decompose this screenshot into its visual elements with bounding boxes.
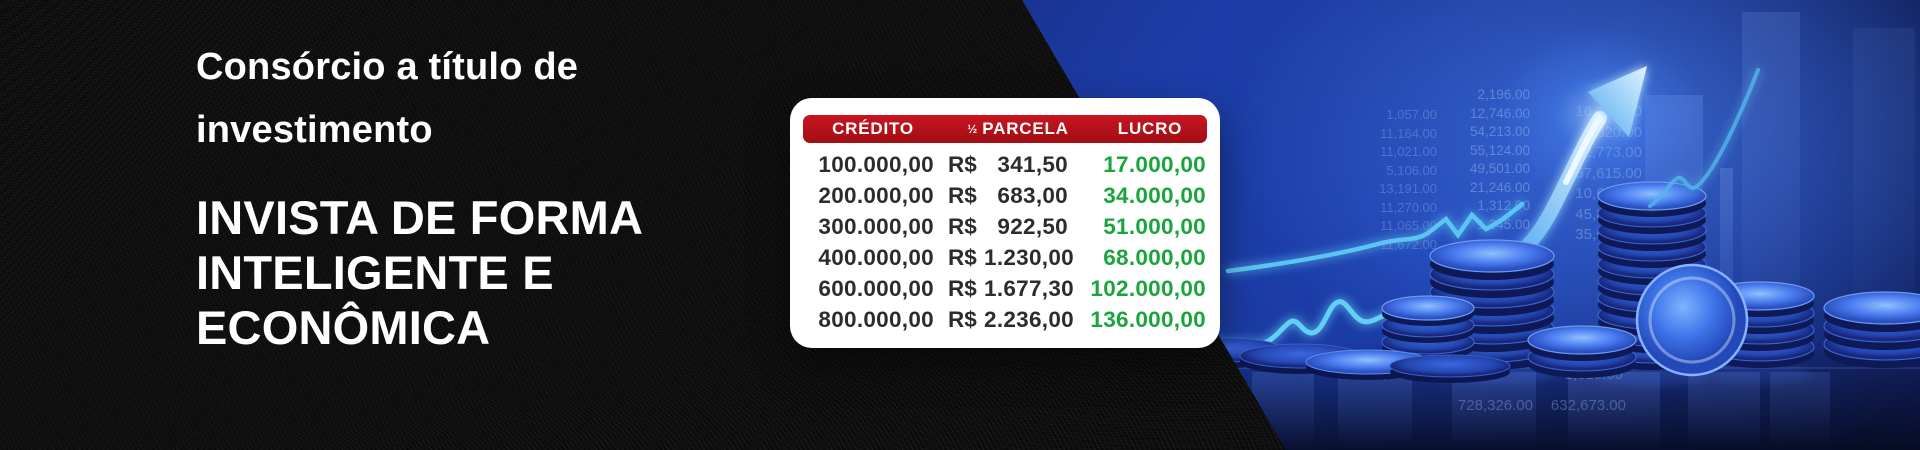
bg-numbers-column: 1,057.00 11,164.00 11,021.00 5,106.00 13,191…	[1379, 106, 1437, 254]
currency-symbol: R$	[948, 183, 977, 208]
parcela-value: 1.677,30	[984, 276, 1074, 301]
bg-number: 55,124.00	[1469, 142, 1530, 158]
coin-stack	[1705, 281, 1815, 369]
bar-chart-bars	[1645, 12, 1915, 368]
bg-number: 11,021.00	[1380, 144, 1437, 159]
bg-number: 45,815.00	[1575, 205, 1642, 223]
lucro-value: 136.000,00	[1090, 307, 1206, 332]
lucro-value: 102.000,00	[1090, 276, 1206, 301]
table-row: 300.000,00 R$ 922,50 51.000,00	[806, 214, 1206, 245]
bg-number: 11,270.00	[1380, 199, 1437, 215]
bg-number: 1,057.00	[1386, 107, 1437, 122]
credito-value: 100.000,00	[818, 152, 934, 177]
table-row: 600.000,00 R$ 1.677,30 102.000,00	[806, 276, 1206, 307]
headline-line: Consórcio a título de	[196, 46, 579, 88]
bg-number: 35,901.00	[1575, 226, 1642, 243]
bg-number: 157,615.00	[1566, 164, 1642, 182]
bg-number: 1,320.00	[1583, 123, 1642, 141]
bg-number: 1,619.00	[1564, 366, 1623, 383]
bg-number: 13,191.00	[1379, 181, 1437, 196]
parcela-value: 683,00	[997, 183, 1068, 208]
lucro-value: 68.000,00	[1103, 245, 1206, 270]
parcela-value: 1.230,00	[984, 245, 1074, 270]
table-row: 400.000,00 R$ 1.230,00 68.000,00	[806, 245, 1206, 276]
coin-stack	[1597, 181, 1707, 371]
bg-number: 728,326.00	[1457, 397, 1533, 414]
bg-number: 16,197.00	[1575, 103, 1642, 120]
title-line: INTELIGENTE E	[196, 246, 554, 299]
table-row: 100.000,00 R$ 341,50 17.000,00	[806, 152, 1206, 183]
currency-symbol: R$	[948, 245, 977, 270]
lucro-value: 51.000,00	[1103, 214, 1206, 239]
bg-number: 21,246.00	[1469, 179, 1530, 195]
currency-symbol: R$	[948, 276, 977, 301]
headline-line: investimento	[196, 109, 433, 151]
credito-value: 400.000,00	[818, 245, 934, 270]
parcela-value: 2.236,00	[984, 307, 1074, 332]
growth-line	[1225, 27, 1760, 274]
bg-number: 12,773.00	[1575, 144, 1642, 161]
bg-numbers-column: 16,197.00 1,320.00 12,773.00 157,615.00 10,6…	[1567, 102, 1642, 246]
bg-numbers-column: 2,196.00 12,746.00 54,213.00 55,124.00 49,50…	[1470, 86, 1530, 234]
pricing-card: CRÉDITO ½ PARCELA LUCRO 100.000,00 R$ 34…	[790, 98, 1220, 348]
currency-symbol: R$	[948, 214, 977, 239]
header-lucro: LUCRO	[1117, 119, 1183, 138]
bg-number: 54,213.00	[1469, 124, 1530, 139]
lucro-value: 17.000,00	[1103, 152, 1206, 177]
currency-symbol: R$	[948, 152, 977, 177]
half-fraction: ½	[967, 122, 978, 136]
credito-value: 600.000,00	[818, 276, 934, 301]
headline: Consórcio a título de investimento	[196, 36, 578, 162]
credito-value: 200.000,00	[818, 183, 934, 208]
bg-number: 1,245.00	[1477, 216, 1530, 232]
coin-stack	[1381, 295, 1475, 361]
credito-value: 800.000,00	[818, 307, 934, 332]
table-rows: 100.000,00 R$ 341,50 17.000,00 200.000,0…	[806, 152, 1206, 338]
bg-number: 1,312.00	[1477, 198, 1530, 213]
header-parcela-label: PARCELA	[982, 119, 1069, 138]
coin-stack	[1527, 325, 1637, 379]
growth-arrow-icon	[1501, 66, 1647, 269]
bg-number: 11,065.00	[1380, 218, 1437, 233]
parcela-value: 922,50	[997, 214, 1068, 239]
bg-number: 11,164.00	[1380, 125, 1437, 141]
table-row: 200.000,00 R$ 683,00 34.000,00	[806, 183, 1206, 214]
title-line: ECONÔMICA	[196, 301, 491, 354]
coin-stack	[1429, 239, 1555, 371]
bg-number: 2,196.00	[1477, 87, 1530, 102]
bg-number: 12,746.00	[1469, 105, 1530, 121]
header-parcela: ½ PARCELA	[943, 119, 1093, 139]
coin	[1635, 263, 1749, 377]
main-title: INVISTA DE FORMA INTELIGENTE E ECONÔMICA	[196, 190, 643, 355]
bg-number: 49,501.00	[1469, 161, 1530, 176]
credito-value: 300.000,00	[818, 214, 934, 239]
bg-number: 11,672.00	[1380, 236, 1437, 252]
table-row: 800.000,00 R$ 2.236,00 136.000,00	[806, 307, 1206, 338]
table-header: CRÉDITO ½ PARCELA LUCRO	[803, 115, 1207, 143]
bg-number: 632,673.00	[1550, 397, 1626, 414]
bg-number: 5,106.00	[1386, 162, 1437, 178]
bg-number: 10,615.00	[1575, 185, 1642, 202]
bg-number: 22,109.00	[1366, 366, 1433, 383]
currency-symbol: R$	[948, 307, 977, 332]
lucro-value: 34.000,00	[1103, 183, 1206, 208]
coin-stack	[1823, 291, 1920, 369]
header-credito: CRÉDITO	[832, 119, 914, 138]
parcela-value: 341,50	[997, 152, 1068, 177]
title-line: INVISTA DE FORMA	[196, 191, 644, 244]
